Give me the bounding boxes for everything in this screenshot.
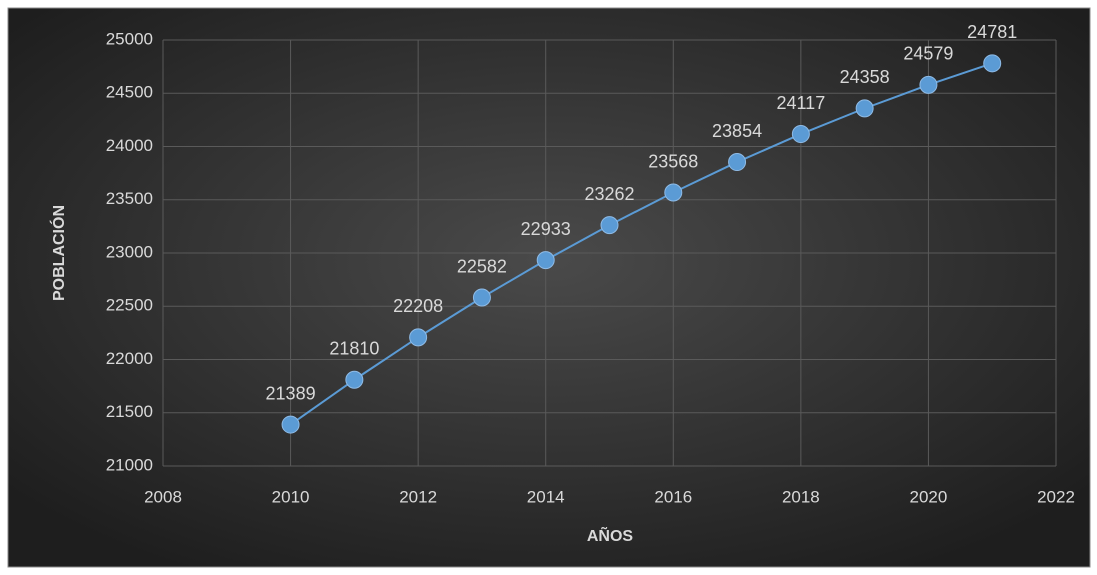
- data-point: [664, 183, 683, 202]
- data-label: 21389: [266, 383, 316, 403]
- data-label: 23262: [584, 184, 634, 204]
- x-tick-label: 2008: [144, 487, 182, 506]
- y-tick-label: 23000: [106, 242, 153, 261]
- x-tick-label: 2016: [654, 487, 692, 506]
- data-point: [855, 99, 874, 118]
- data-point: [345, 370, 364, 389]
- data-label: 21810: [329, 338, 379, 358]
- data-point: [791, 125, 810, 144]
- data-label: 22933: [521, 219, 571, 239]
- x-tick-label: 2020: [910, 487, 948, 506]
- y-tick-label: 21500: [106, 402, 153, 421]
- data-point: [281, 415, 300, 434]
- x-axis-label: AÑOS: [587, 525, 634, 545]
- data-label: 22582: [457, 256, 507, 276]
- data-label: 24358: [840, 67, 890, 87]
- data-label: 23568: [648, 151, 698, 171]
- y-tick-label: 21000: [106, 455, 153, 474]
- data-point: [728, 153, 747, 172]
- data-label: 24781: [967, 22, 1017, 42]
- x-tick-label: 2022: [1037, 487, 1075, 506]
- y-tick-label: 22500: [106, 296, 153, 315]
- x-tick-label: 2012: [399, 487, 437, 506]
- data-label: 22208: [393, 296, 443, 316]
- y-axis-label: POBLACIÓN: [49, 205, 68, 301]
- series-line: [289, 62, 993, 426]
- y-tick-label: 24500: [106, 83, 153, 102]
- y-tick-label: 25000: [106, 29, 153, 48]
- data-label: 23854: [712, 121, 762, 141]
- data-label: 24117: [776, 93, 825, 113]
- x-tick-label: 2010: [272, 487, 310, 506]
- x-tick-label: 2018: [782, 487, 820, 506]
- data-point: [536, 251, 555, 270]
- y-tick-label: 23500: [106, 189, 153, 208]
- y-tick-label: 22000: [106, 349, 153, 368]
- y-tick-label: 24000: [106, 136, 153, 155]
- x-tick-label: 2014: [527, 487, 565, 506]
- chart-background: [7, 7, 1091, 568]
- data-point: [472, 288, 491, 307]
- data-point: [983, 54, 1002, 73]
- data-point: [919, 75, 938, 94]
- data-point: [409, 328, 428, 347]
- data-label: 24579: [903, 44, 953, 64]
- data-point: [600, 216, 619, 235]
